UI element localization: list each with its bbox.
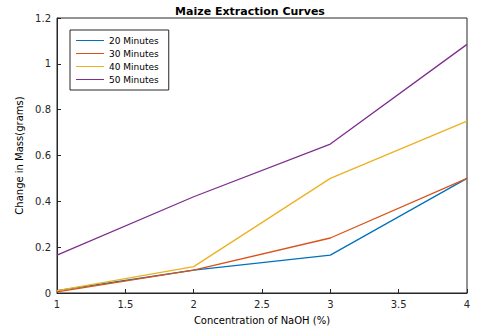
svg-text:50 Minutes: 50 Minutes [109,75,159,85]
svg-text:3: 3 [327,299,333,310]
svg-text:1.5: 1.5 [117,299,133,310]
svg-text:0.8: 0.8 [35,104,51,115]
svg-text:0: 0 [45,288,51,299]
svg-text:2.5: 2.5 [254,299,270,310]
svg-text:Maize Extraction Curves: Maize Extraction Curves [175,5,325,18]
svg-text:4: 4 [464,299,470,310]
svg-text:20 Minutes: 20 Minutes [109,36,159,46]
svg-text:1.2: 1.2 [35,13,51,24]
svg-text:1: 1 [45,58,51,69]
svg-text:0.2: 0.2 [35,242,51,253]
svg-text:0.4: 0.4 [35,196,51,207]
svg-text:Change in Mass(grams): Change in Mass(grams) [14,96,25,214]
svg-text:Concentration of NaOH (%): Concentration of NaOH (%) [194,315,330,326]
svg-text:1: 1 [54,299,60,310]
svg-text:2: 2 [190,299,196,310]
svg-text:40 Minutes: 40 Minutes [109,62,159,72]
svg-text:3.5: 3.5 [391,299,407,310]
svg-text:30 Minutes: 30 Minutes [109,49,159,59]
svg-text:0.6: 0.6 [35,150,51,161]
